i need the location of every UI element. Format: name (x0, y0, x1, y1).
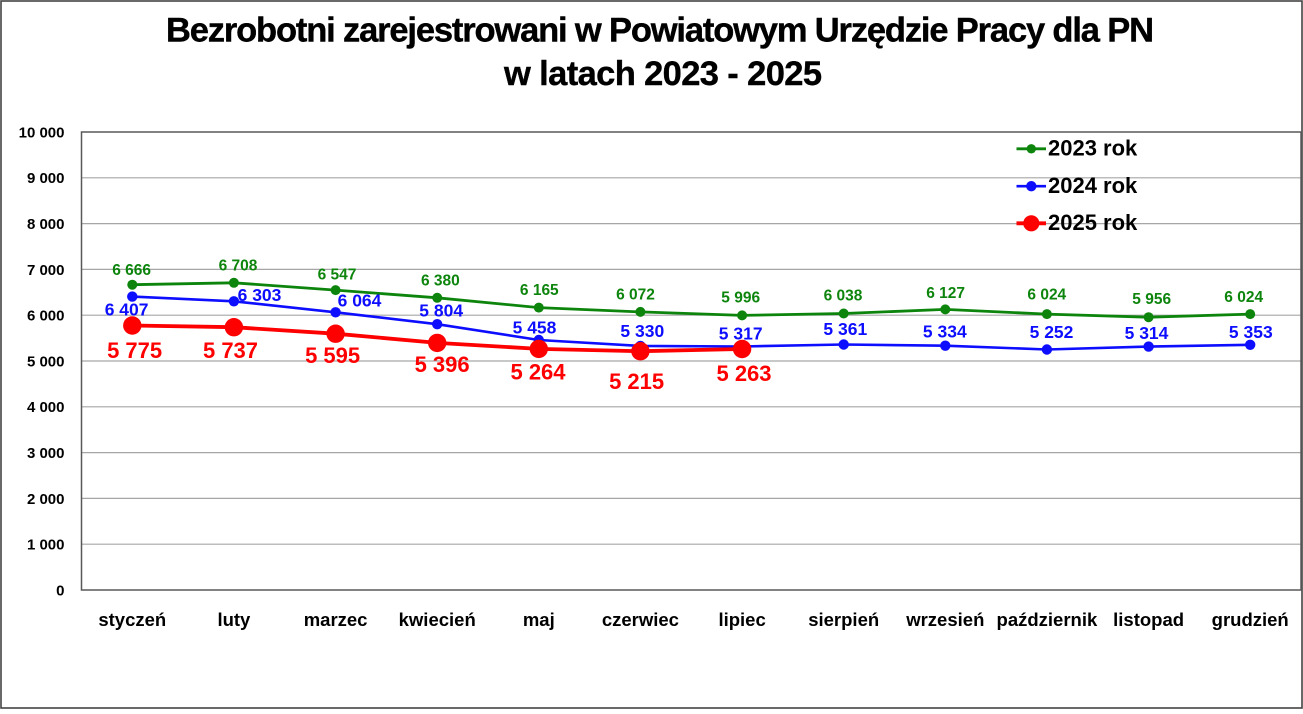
svg-text:3 000: 3 000 (27, 445, 65, 462)
svg-text:grudzień: grudzień (1212, 609, 1289, 630)
svg-text:luty: luty (217, 609, 251, 630)
svg-text:5 361: 5 361 (823, 319, 867, 339)
svg-text:czerwiec: czerwiec (602, 609, 679, 630)
svg-text:5 317: 5 317 (719, 323, 763, 343)
svg-text:5 264: 5 264 (510, 360, 566, 385)
svg-text:5 775: 5 775 (107, 338, 162, 363)
svg-text:2023 rok: 2023 rok (1048, 136, 1138, 161)
svg-text:październik: październik (997, 609, 1098, 630)
svg-text:6 024: 6 024 (1224, 289, 1263, 306)
svg-text:6 165: 6 165 (520, 282, 559, 299)
svg-text:sierpień: sierpień (808, 609, 879, 630)
svg-text:w latach 2023 - 2025: w latach 2023 - 2025 (503, 55, 822, 93)
svg-text:6 064: 6 064 (338, 291, 382, 311)
svg-text:5 996: 5 996 (721, 290, 760, 307)
svg-text:listopad: listopad (1113, 609, 1184, 630)
svg-text:6 024: 6 024 (1027, 286, 1066, 303)
svg-text:5 330: 5 330 (620, 321, 664, 341)
svg-text:6 708: 6 708 (219, 258, 258, 275)
svg-text:5 737: 5 737 (203, 338, 258, 363)
svg-text:5 000: 5 000 (27, 353, 65, 370)
svg-text:6 380: 6 380 (421, 273, 460, 290)
svg-text:marzec: marzec (304, 609, 368, 630)
svg-text:6 072: 6 072 (616, 287, 655, 304)
svg-text:4 000: 4 000 (27, 399, 65, 416)
svg-text:6 407: 6 407 (105, 299, 149, 319)
svg-text:5 334: 5 334 (923, 321, 967, 341)
svg-text:10 000: 10 000 (19, 124, 65, 141)
svg-text:5 263: 5 263 (716, 361, 771, 386)
svg-text:5 595: 5 595 (305, 343, 360, 368)
svg-text:0: 0 (56, 582, 64, 599)
svg-text:7 000: 7 000 (27, 262, 65, 279)
svg-text:2025 rok: 2025 rok (1048, 210, 1138, 235)
svg-text:2 000: 2 000 (27, 491, 65, 508)
svg-text:5 804: 5 804 (419, 300, 463, 320)
svg-text:5 458: 5 458 (513, 317, 557, 337)
svg-text:5 252: 5 252 (1030, 322, 1074, 342)
svg-text:maj: maj (523, 609, 555, 630)
svg-text:5 956: 5 956 (1132, 291, 1171, 308)
svg-text:5 314: 5 314 (1125, 323, 1169, 343)
svg-text:8 000: 8 000 (27, 216, 65, 233)
svg-text:5 215: 5 215 (609, 369, 664, 394)
svg-text:6 547: 6 547 (318, 266, 357, 283)
svg-text:5 396: 5 396 (415, 352, 470, 377)
svg-text:wrzesień: wrzesień (905, 609, 984, 630)
svg-text:Bezrobotni zarejestrowani w Po: Bezrobotni zarejestrowani w Powiatowym U… (166, 12, 1154, 50)
svg-text:2024 rok: 2024 rok (1048, 173, 1138, 198)
svg-text:kwiecień: kwiecień (399, 609, 476, 630)
svg-text:6 038: 6 038 (824, 287, 863, 304)
svg-text:5 353: 5 353 (1229, 322, 1273, 342)
svg-text:1 000: 1 000 (27, 537, 65, 554)
svg-text:lipiec: lipiec (718, 609, 765, 630)
svg-text:9 000: 9 000 (27, 170, 65, 187)
svg-text:6 000: 6 000 (27, 308, 65, 325)
svg-text:6 303: 6 303 (238, 285, 282, 305)
svg-text:styczeń: styczeń (98, 609, 166, 630)
svg-text:6 666: 6 666 (112, 262, 151, 279)
svg-text:6 127: 6 127 (926, 285, 965, 302)
